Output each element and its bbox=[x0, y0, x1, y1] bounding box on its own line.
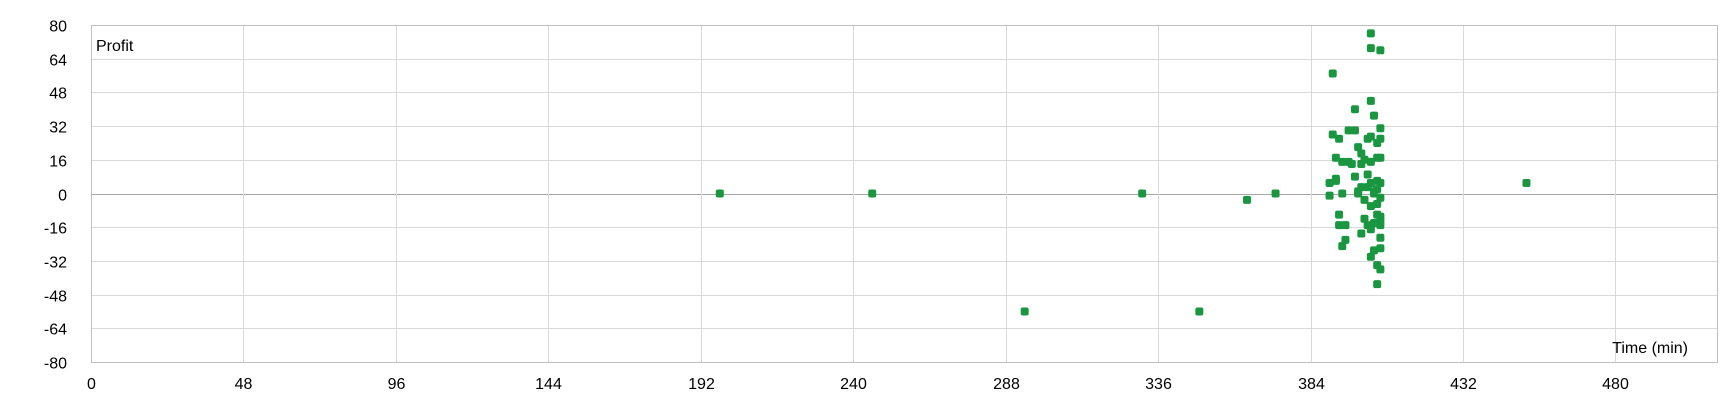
data-point bbox=[1271, 189, 1280, 198]
data-point bbox=[1376, 134, 1385, 143]
data-point bbox=[1366, 225, 1375, 234]
x-tick-label: 336 bbox=[1145, 376, 1172, 393]
data-point bbox=[1350, 126, 1359, 135]
data-point bbox=[1376, 153, 1385, 162]
data-point bbox=[1366, 157, 1375, 166]
data-point bbox=[1366, 29, 1375, 38]
data-point bbox=[1376, 193, 1385, 202]
x-tick-label: 288 bbox=[993, 376, 1020, 393]
data-point bbox=[1370, 218, 1379, 227]
data-point bbox=[715, 189, 724, 198]
data-points bbox=[715, 29, 1531, 316]
y-tick-label: 16 bbox=[49, 154, 67, 171]
data-point bbox=[1350, 172, 1359, 181]
x-tick-label: 0 bbox=[87, 376, 96, 393]
data-point bbox=[1366, 132, 1375, 141]
plot-area bbox=[91, 25, 1718, 363]
data-point bbox=[1195, 307, 1204, 316]
data-point bbox=[1360, 214, 1369, 223]
data-point bbox=[1344, 126, 1353, 135]
data-point bbox=[1335, 134, 1344, 143]
x-tick-labels: 0 48 96 144 192 240 288 336 384 432 480 bbox=[87, 376, 1629, 393]
data-point bbox=[1376, 212, 1385, 221]
data-point bbox=[1350, 105, 1359, 114]
data-point bbox=[1347, 160, 1356, 169]
data-point bbox=[1331, 174, 1340, 183]
x-tick-label: 480 bbox=[1602, 376, 1629, 393]
data-point bbox=[1376, 124, 1385, 133]
data-point bbox=[1357, 183, 1366, 192]
data-point bbox=[1242, 195, 1251, 204]
y-tick-label: -80 bbox=[44, 356, 67, 373]
data-point bbox=[1376, 46, 1385, 55]
x-tick-label: 144 bbox=[535, 376, 562, 393]
data-point bbox=[1341, 235, 1350, 244]
data-point bbox=[1357, 149, 1366, 158]
y-tick-label: 64 bbox=[49, 53, 67, 70]
data-point bbox=[1376, 244, 1385, 253]
data-point bbox=[1331, 153, 1340, 162]
x-tick-label: 432 bbox=[1450, 376, 1477, 393]
data-point bbox=[1366, 44, 1375, 53]
x-tick-label: 384 bbox=[1298, 376, 1325, 393]
data-point bbox=[1376, 221, 1385, 230]
data-point bbox=[1360, 155, 1369, 164]
data-point bbox=[1328, 130, 1337, 139]
data-point bbox=[1354, 189, 1363, 198]
data-point bbox=[1325, 191, 1334, 200]
data-point bbox=[1328, 69, 1337, 78]
data-point bbox=[1335, 210, 1344, 219]
data-point bbox=[1335, 221, 1344, 230]
x-axis-label: Time (min) bbox=[1612, 340, 1688, 357]
y-tick-label: -32 bbox=[44, 255, 67, 272]
y-tick-label: 80 bbox=[49, 19, 67, 36]
x-tick-label: 48 bbox=[235, 376, 253, 393]
data-point bbox=[1366, 96, 1375, 105]
y-axis-label: Profit bbox=[96, 38, 134, 55]
y-tick-labels: 80 64 48 32 16 0 -16 -32 -48 -64 -80 bbox=[44, 19, 67, 373]
y-tick-label: 0 bbox=[58, 188, 67, 205]
y-tick-label: 32 bbox=[49, 120, 67, 137]
y-tick-label: -64 bbox=[44, 322, 67, 339]
x-tick-label: 96 bbox=[388, 376, 406, 393]
x-tick-label: 192 bbox=[688, 376, 715, 393]
data-point bbox=[1376, 265, 1385, 274]
data-point bbox=[1366, 202, 1375, 211]
y-tick-label: -16 bbox=[44, 221, 67, 238]
data-point bbox=[1325, 178, 1334, 187]
data-point bbox=[1522, 178, 1531, 187]
data-point bbox=[1338, 242, 1347, 251]
x-tick-label: 240 bbox=[840, 376, 867, 393]
data-point bbox=[1360, 195, 1369, 204]
data-point bbox=[1366, 178, 1375, 187]
y-tick-label: 48 bbox=[49, 86, 67, 103]
data-point bbox=[1357, 229, 1366, 238]
data-point bbox=[1020, 307, 1029, 316]
data-point bbox=[1341, 221, 1350, 230]
data-point bbox=[1370, 246, 1379, 255]
data-point bbox=[1373, 185, 1382, 194]
data-point bbox=[1338, 189, 1347, 198]
data-point bbox=[1376, 233, 1385, 242]
data-point bbox=[1363, 170, 1372, 179]
data-point bbox=[1354, 143, 1363, 152]
grid-layer bbox=[91, 25, 1717, 363]
y-tick-label: -48 bbox=[44, 289, 67, 306]
data-point bbox=[1338, 157, 1347, 166]
data-point bbox=[1366, 252, 1375, 261]
data-point bbox=[868, 189, 877, 198]
data-point bbox=[1376, 178, 1385, 187]
data-point bbox=[1373, 200, 1382, 209]
data-point bbox=[1370, 111, 1379, 120]
data-point bbox=[1373, 280, 1382, 289]
data-point bbox=[1138, 189, 1147, 198]
